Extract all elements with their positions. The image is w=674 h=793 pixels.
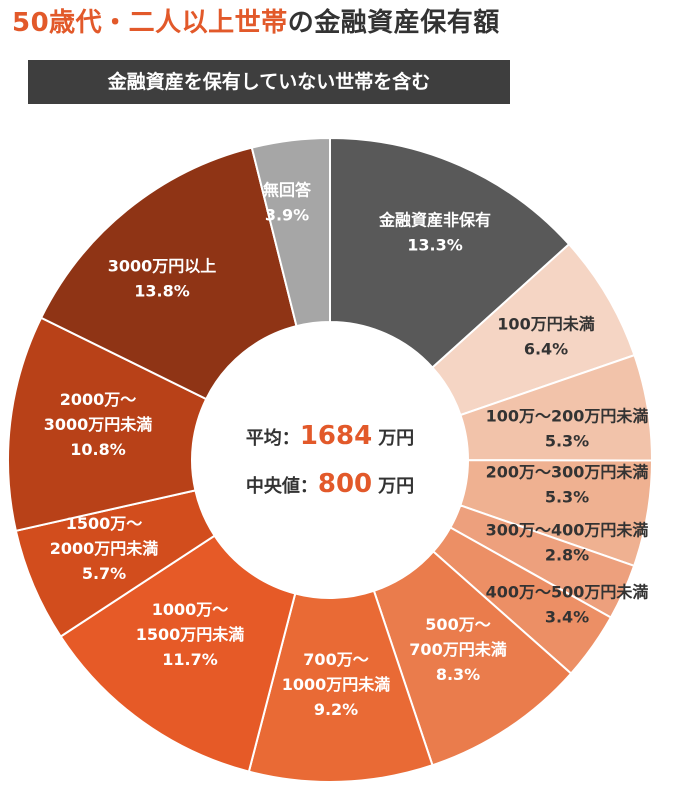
donut-slice bbox=[59, 534, 297, 773]
slice-value-text: 3.4% bbox=[545, 608, 589, 627]
slice-category-text: 2000万円未満 bbox=[50, 539, 159, 558]
chart-subtitle-banner: 金融資産を保有していない世帯を含む bbox=[28, 60, 510, 104]
slice-labels: 金融資産非保有 13.3%100万円未満 6.4%100万～200万円未満 5.3%2… bbox=[44, 181, 649, 720]
slice-category-text: 100万円未満 bbox=[497, 315, 594, 334]
average-row: 平均：1684 万円 bbox=[246, 421, 414, 451]
median-row: 中央値：800 万円 bbox=[246, 469, 414, 499]
average-value: 1684 bbox=[300, 421, 372, 451]
donut-slices bbox=[7, 136, 654, 783]
slice-category-text: 1500万～ bbox=[66, 514, 143, 533]
slice-label: 金融資産非保有 13.3% bbox=[378, 211, 491, 255]
median-unit: 万円 bbox=[377, 476, 414, 497]
slice-label: 1500万～ 2000万円未満 5.7% bbox=[50, 514, 159, 583]
average-unit: 万円 bbox=[377, 428, 414, 449]
slice-category-text: 2000万～ bbox=[60, 390, 137, 409]
slice-value-text: 11.7% bbox=[162, 650, 218, 669]
slice-value-text: 10.8% bbox=[70, 440, 126, 459]
slice-category-text: 300万～400万円未満 bbox=[486, 521, 649, 540]
slice-label: 400万～500万円未満 3.4% bbox=[486, 583, 649, 627]
slice-label: 2000万～ 3000万円未満 10.8% bbox=[44, 390, 153, 459]
slice-category-text: 1000万～ bbox=[152, 600, 229, 619]
slice-label: 3000万円以上 13.8% bbox=[108, 257, 217, 301]
chart-title-accent: 50歳代・二人以上世帯 bbox=[12, 8, 288, 38]
donut-slice bbox=[329, 136, 571, 369]
median-label: 中央値： bbox=[246, 475, 318, 497]
slice-value-text: 2.8% bbox=[545, 546, 589, 565]
slice-value-text: 3.9% bbox=[265, 206, 309, 225]
donut-slice bbox=[250, 136, 331, 328]
slice-value-text: 8.3% bbox=[436, 665, 480, 684]
median-value: 800 bbox=[318, 469, 372, 499]
slice-category-text: 無回答 bbox=[263, 181, 312, 200]
slice-value-text: 5.7% bbox=[82, 564, 126, 583]
slice-value-text: 6.4% bbox=[524, 340, 568, 359]
slice-value-text: 9.2% bbox=[314, 700, 358, 719]
slice-value-text: 13.3% bbox=[407, 236, 463, 255]
slice-value-text: 13.8% bbox=[134, 282, 190, 301]
slice-category-text: 3000万円以上 bbox=[108, 257, 217, 276]
slice-category-text: 700万～ bbox=[303, 650, 368, 669]
slice-category-text: 400万～500万円未満 bbox=[486, 583, 649, 602]
slice-label: 100万～200万円未満 5.3% bbox=[486, 407, 649, 451]
slice-category-text: 200万～300万円未満 bbox=[486, 463, 649, 482]
slice-category-text: 500万～ bbox=[425, 615, 490, 634]
slice-label: 700万～ 1000万円未満 9.2% bbox=[282, 650, 391, 719]
average-label: 平均： bbox=[246, 427, 300, 449]
slice-label: 100万円未満 6.4% bbox=[497, 315, 594, 359]
slice-value-text: 5.3% bbox=[545, 432, 589, 451]
slice-category-text: 3000万円未満 bbox=[44, 415, 153, 434]
slice-category-text: 1500万円未満 bbox=[136, 625, 245, 644]
slice-category-text: 700万円未満 bbox=[409, 640, 506, 659]
donut-slice bbox=[39, 146, 298, 401]
slice-category-text: 金融資産非保有 bbox=[378, 211, 491, 230]
donut-slice bbox=[7, 316, 208, 533]
chart-title: 50歳代・二人以上世帯の金融資産保有額 bbox=[12, 2, 500, 39]
slice-category-text: 1000万円未満 bbox=[282, 675, 391, 694]
slice-value-text: 5.3% bbox=[545, 488, 589, 507]
slice-label: 500万～ 700万円未満 8.3% bbox=[409, 615, 506, 684]
chart-title-rest: の金融資産保有額 bbox=[287, 8, 500, 38]
slice-label: 無回答 3.9% bbox=[263, 181, 312, 225]
center-summary: 平均：1684 万円 中央値：800 万円 bbox=[246, 421, 414, 499]
slice-category-text: 100万～200万円未満 bbox=[486, 407, 649, 426]
slice-label: 300万～400万円未満 2.8% bbox=[486, 521, 649, 565]
slice-label: 200万～300万円未満 5.3% bbox=[486, 463, 649, 507]
slice-label: 1000万～ 1500万円未満 11.7% bbox=[136, 600, 245, 669]
